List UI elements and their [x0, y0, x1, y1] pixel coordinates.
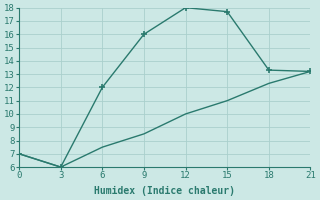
X-axis label: Humidex (Indice chaleur): Humidex (Indice chaleur) [94, 186, 235, 196]
